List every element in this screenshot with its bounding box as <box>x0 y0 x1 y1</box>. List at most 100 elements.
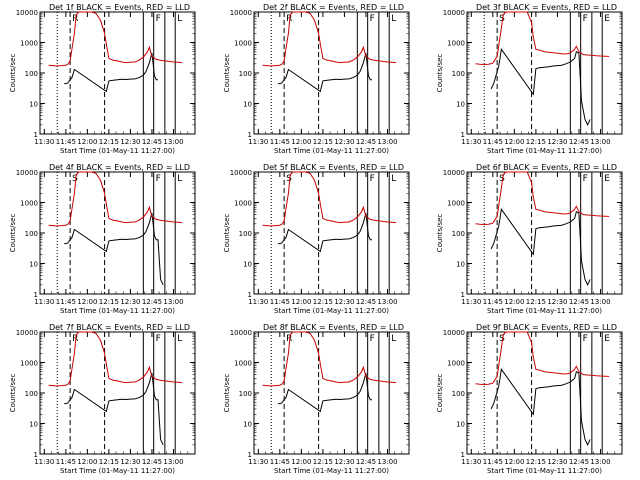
event-marker: S <box>72 174 78 184</box>
y-tick-label: 1 <box>461 451 465 459</box>
event-marker: F <box>583 334 588 344</box>
plot-title: Det 8f BLACK = Events, RED = LLD <box>263 323 404 332</box>
plot-panel-7: 1 10 100 1000 10000 11:30 11:45 12:00 12:15 12:30… <box>9 323 196 475</box>
series-line-black <box>490 48 591 126</box>
x-tick-label: 12:45 <box>142 138 162 146</box>
x-axis-label: Start Time (01-May-11 11:27:00) <box>487 147 602 155</box>
event-marker: F <box>156 174 161 184</box>
x-axis-label: Start Time (01-May-11 11:27:00) <box>274 467 389 475</box>
series-line-black <box>64 52 158 93</box>
x-tick-label: 11:45 <box>483 298 503 306</box>
y-tick-label: 10000 <box>230 9 252 17</box>
y-tick-label: 10 <box>243 261 252 269</box>
y-tick-label: 1000 <box>20 40 38 48</box>
y-tick-label: 1 <box>34 131 38 139</box>
y-tick-label: 100 <box>25 70 38 78</box>
series-line-red <box>262 11 397 67</box>
y-tick-label: 100 <box>452 230 465 238</box>
event-marker: F <box>583 174 588 184</box>
event-marker: F <box>156 14 161 24</box>
plot-panel-6: 1 10 100 1000 10000 11:30 11:45 12:00 12:15 12:30… <box>436 163 623 315</box>
y-tick-label: 1 <box>248 451 252 459</box>
y-tick-label: 10000 <box>16 329 38 337</box>
plot-title: Det 5f BLACK = Events, RED = LLD <box>263 163 404 172</box>
x-tick-label: 12:00 <box>291 138 311 146</box>
series-line-black <box>490 368 591 446</box>
x-tick-label: 12:00 <box>77 298 97 306</box>
x-tick-label: 13:00 <box>377 458 397 466</box>
y-tick-label: 1000 <box>234 200 252 208</box>
event-marker: F <box>370 334 375 344</box>
y-tick-label: 1000 <box>447 40 465 48</box>
x-tick-label: 11:45 <box>270 298 290 306</box>
x-tick-label: 11:30 <box>461 458 481 466</box>
plot-panel-8: 1 10 100 1000 10000 11:30 11:45 12:00 12:15 12:30… <box>223 323 410 475</box>
event-marker: L <box>177 334 182 344</box>
x-tick-label: 13:00 <box>590 458 610 466</box>
x-tick-label: 12:45 <box>142 298 162 306</box>
y-tick-label: 1000 <box>234 40 252 48</box>
x-tick-label: 12:15 <box>99 298 119 306</box>
x-tick-label: 11:30 <box>34 298 54 306</box>
x-tick-label: 12:45 <box>356 458 376 466</box>
y-tick-label: 1 <box>461 131 465 139</box>
event-marker: F <box>370 14 375 24</box>
plot-frame <box>39 331 196 455</box>
event-marker: R <box>286 334 292 344</box>
x-tick-label: 11:45 <box>270 458 290 466</box>
y-axis-label: Counts/sec <box>436 214 444 253</box>
x-tick-label: 11:30 <box>248 138 268 146</box>
x-tick-label: 11:30 <box>461 138 481 146</box>
x-tick-label: 13:00 <box>590 138 610 146</box>
y-tick-label: 1000 <box>447 360 465 368</box>
plot-title: Det 6f BLACK = Events, RED = LLD <box>476 163 617 172</box>
x-axis-label: Start Time (01-May-11 11:27:00) <box>60 307 175 315</box>
series-line-red <box>48 11 183 67</box>
y-tick-label: 100 <box>25 390 38 398</box>
y-axis-label: Counts/sec <box>223 374 231 413</box>
plot-frame <box>253 11 410 135</box>
x-tick-label: 12:30 <box>547 298 567 306</box>
plot-panel-5: 1 10 100 1000 10000 11:30 11:45 12:00 12:15 12:30… <box>223 163 410 315</box>
plot-title: Det 9f BLACK = Events, RED = LLD <box>476 323 617 332</box>
y-tick-label: 10 <box>456 261 465 269</box>
y-tick-label: 1 <box>34 291 38 299</box>
x-tick-label: 13:00 <box>163 138 183 146</box>
y-axis-label: Counts/sec <box>436 54 444 93</box>
y-tick-label: 1 <box>248 131 252 139</box>
y-tick-label: 1000 <box>20 200 38 208</box>
y-axis-label: Counts/sec <box>436 374 444 413</box>
x-tick-label: 12:45 <box>142 458 162 466</box>
plot-panel-3: 1 10 100 1000 10000 11:30 11:45 12:00 12:15 12:30… <box>436 3 623 155</box>
y-axis-label: Counts/sec <box>9 54 17 93</box>
x-tick-label: 12:00 <box>77 138 97 146</box>
x-tick-label: 12:15 <box>99 458 119 466</box>
x-tick-label: 12:45 <box>569 298 589 306</box>
x-tick-label: 12:45 <box>356 298 376 306</box>
event-marker: F <box>370 174 375 184</box>
x-tick-label: 13:00 <box>377 138 397 146</box>
event-marker: F <box>583 14 588 24</box>
y-tick-label: 100 <box>239 230 252 238</box>
plot-title: Det 7f BLACK = Events, RED = LLD <box>49 323 190 332</box>
x-tick-label: 12:30 <box>334 298 354 306</box>
event-marker: R <box>72 14 78 24</box>
y-tick-label: 100 <box>452 70 465 78</box>
x-axis-label: Start Time (01-May-11 11:27:00) <box>487 467 602 475</box>
x-tick-label: 11:45 <box>483 458 503 466</box>
event-marker: E <box>604 14 610 24</box>
y-tick-label: 10000 <box>230 329 252 337</box>
x-tick-label: 11:45 <box>270 138 290 146</box>
y-axis-label: Counts/sec <box>223 54 231 93</box>
series-line-black <box>278 52 372 93</box>
series-line-black <box>64 372 164 446</box>
x-tick-label: 12:15 <box>99 138 119 146</box>
x-tick-label: 12:15 <box>313 458 333 466</box>
series-line-red <box>475 331 610 386</box>
plot-frame <box>253 331 410 455</box>
y-tick-label: 100 <box>25 230 38 238</box>
plot-frame <box>39 171 196 295</box>
series-line-red <box>262 171 397 227</box>
x-axis-label: Start Time (01-May-11 11:27:00) <box>274 147 389 155</box>
y-tick-label: 10 <box>29 261 38 269</box>
